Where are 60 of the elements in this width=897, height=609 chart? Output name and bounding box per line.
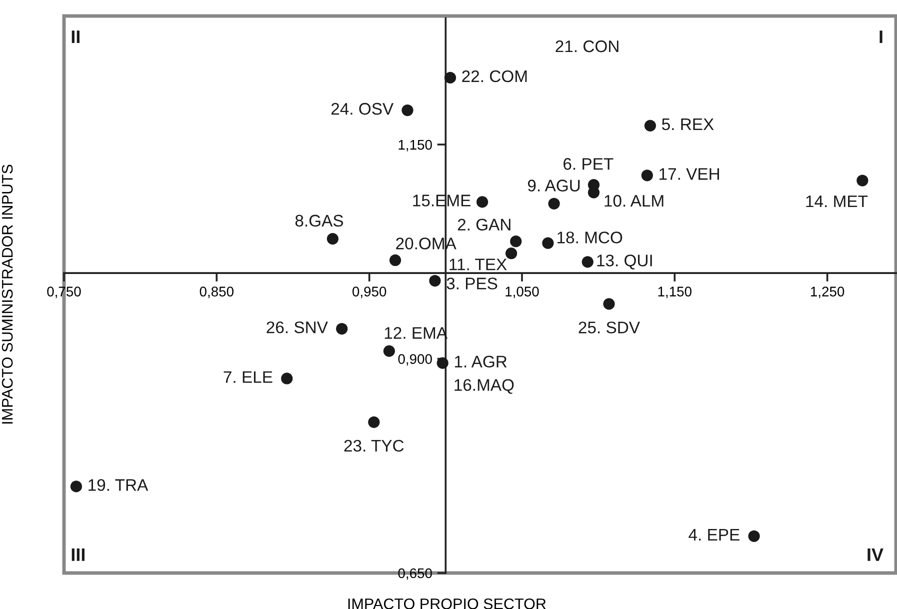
series-label: 26. SNV (266, 321, 328, 334)
y-tick-label: 0,900 (398, 354, 432, 366)
series-label: 10. ALM (604, 194, 664, 207)
x-axis-title: IMPACTO PROPIO SECTOR (348, 598, 546, 609)
series-label: 23. TYC (344, 440, 404, 452)
point (70, 480, 82, 492)
series-label: 14. MET (806, 196, 868, 208)
x-tick-label: 0,950 (352, 286, 386, 298)
point (429, 274, 441, 287)
point (644, 120, 656, 132)
point (444, 72, 456, 84)
point (326, 232, 338, 245)
x-tick-label: 0,750 (47, 286, 81, 298)
y-tick-label: 0,650 (398, 568, 432, 580)
point (505, 248, 518, 260)
series-label: 1. AGR (454, 356, 507, 368)
point (368, 416, 380, 428)
series-label: 18. MCO (558, 232, 622, 244)
point (603, 298, 615, 310)
series-label: 22. COM (462, 70, 527, 82)
series-label: 3. PES (446, 278, 498, 290)
point (383, 345, 395, 357)
series-label: 6. PET (564, 158, 614, 170)
series-label: 19. TRA (88, 479, 148, 491)
series-label: 13. QUI (597, 254, 652, 270)
annotation: II (72, 30, 80, 44)
series-label: 2. GAN (458, 218, 510, 231)
series-label: 5. REX (662, 118, 714, 130)
point (641, 170, 653, 182)
point (402, 104, 414, 116)
x-tick-label: 0,850 (200, 286, 234, 298)
series-label: 25. SDV (578, 322, 640, 334)
annotation: I (880, 30, 882, 44)
point (856, 174, 868, 186)
series-label: 8.GAS (295, 214, 344, 227)
series-label: 17. VEH (660, 168, 719, 180)
series-label: 11. TEX (450, 258, 507, 270)
series-label: 9. AGU (528, 180, 580, 192)
point (389, 254, 402, 266)
annotation: 16.MAQ (454, 379, 514, 394)
y-tick-label: 1,150 (398, 140, 432, 152)
point (281, 372, 293, 384)
point (510, 236, 522, 248)
annotation: 21. CON (556, 40, 618, 52)
point (436, 357, 448, 369)
annotation: III (72, 548, 84, 561)
series-label: 24. OSV (331, 102, 394, 115)
annotation: IV (868, 548, 884, 561)
series-label: 4. EPE (688, 528, 740, 540)
x-tick-label: 1,050 (506, 286, 539, 298)
x-tick-label: 1,250 (810, 286, 844, 298)
point (476, 196, 488, 208)
series-label: 7. ELE (224, 371, 272, 383)
point (548, 198, 560, 210)
x-tick-label: 1,150 (658, 286, 692, 298)
point (542, 237, 554, 249)
point (748, 530, 760, 542)
y-axis-title: IMPACTO SUMINISTRADOR INPUTS (2, 164, 13, 424)
point (336, 322, 348, 335)
point (582, 256, 594, 268)
